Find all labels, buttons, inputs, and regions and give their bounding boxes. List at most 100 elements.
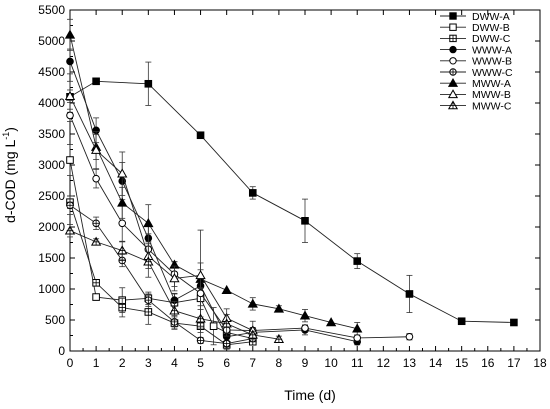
legend-label-www-b: WWW-B — [472, 56, 512, 68]
y-tick-label: 1500 — [38, 251, 65, 265]
x-tick-label: 15 — [455, 356, 469, 370]
legend-item-mww-a: MWW-A — [440, 77, 511, 90]
legend-label-dww-b: DWW-B — [472, 22, 510, 34]
legend-label-mww-a: MWW-A — [472, 78, 511, 90]
y-axis-title-close: ) — [2, 127, 18, 132]
data-point-mww-b — [90, 144, 102, 154]
series-mww-b — [64, 89, 258, 341]
data-point-dww-a — [510, 318, 518, 327]
data-point-mww-b — [117, 168, 128, 178]
x-tick-label: 4 — [171, 356, 178, 370]
data-point-dww-a — [405, 290, 414, 298]
legend-marker-dww-b — [449, 23, 457, 31]
data-point-mww-a — [325, 317, 337, 327]
data-point-dww-a — [144, 79, 153, 88]
x-tick-label: 13 — [403, 356, 417, 370]
x-axis-title: Time (d) — [284, 387, 336, 403]
legend-item-dww-a: DWW-A — [440, 11, 510, 23]
data-point-mww-a — [221, 284, 232, 295]
legend: DWW-ADWW-BDWW-CWWW-AWWW-BWWW-CMWW-AMWW-B… — [440, 11, 513, 112]
series-dww-a — [66, 61, 518, 327]
y-axis-title-main: d-COD (mg L — [2, 140, 18, 223]
data-point-www-b — [353, 334, 362, 342]
data-point-www-b — [92, 174, 100, 183]
legend-item-dww-c: DWW-C — [440, 33, 511, 45]
x-tick-label: 9 — [302, 356, 309, 370]
y-tick-label: 5500 — [38, 3, 65, 17]
data-point-www-b — [301, 324, 309, 332]
series-line-dww-a — [69, 80, 514, 323]
data-point-dww-a — [301, 217, 309, 225]
legend-item-www-a: WWW-A — [440, 44, 512, 56]
data-point-www-b — [66, 111, 74, 120]
legend-label-www-a: WWW-A — [472, 44, 512, 56]
y-tick-label: 3000 — [38, 158, 65, 172]
data-point-mww-a — [352, 323, 363, 333]
y-axis-title: d-COD (mg L-1) — [1, 127, 18, 223]
data-point-dww-a — [457, 317, 466, 326]
data-point-mww-b — [64, 90, 76, 100]
legend-item-mww-c: MWW-C — [440, 100, 512, 112]
series-line-dww-c — [69, 202, 253, 346]
data-point-mww-a — [247, 298, 258, 308]
x-tick-label: 5 — [197, 356, 204, 370]
series-line-mww-a — [69, 34, 358, 330]
y-tick-label: 0 — [58, 344, 65, 358]
data-point-dww-a — [92, 77, 100, 86]
legend-marker-www-b — [449, 57, 457, 65]
plot-frame — [69, 9, 541, 352]
x-tick-label: 18 — [533, 356, 547, 370]
data-point-dww-a — [248, 189, 257, 197]
legend-item-www-c: WWW-C — [440, 67, 513, 79]
legend-marker-mww-b — [447, 89, 459, 99]
data-point-mww-b — [195, 270, 206, 280]
y-tick-label: 2000 — [38, 220, 65, 234]
x-tick-label: 10 — [324, 356, 338, 370]
legend-item-dww-b: DWW-B — [440, 22, 510, 34]
y-tick-label: 500 — [45, 313, 65, 327]
x-tick-label: 3 — [145, 356, 152, 370]
legend-label-dww-a: DWW-A — [472, 11, 510, 23]
x-tick-label: 7 — [249, 356, 256, 370]
data-point-www-b — [118, 219, 127, 228]
x-tick-label: 1 — [93, 356, 100, 370]
series-line-mww-b — [69, 95, 253, 331]
x-tick-label: 12 — [377, 356, 391, 370]
series-mww-c — [64, 224, 285, 344]
data-point-dww-a — [353, 257, 362, 265]
x-tick-label: 11 — [351, 356, 364, 370]
y-tick-label: 4000 — [38, 96, 65, 110]
legend-label-mww-b: MWW-B — [472, 89, 511, 101]
data-point-www-b — [405, 332, 414, 341]
series-line-www-a — [69, 61, 358, 343]
y-tick-label: 1000 — [38, 282, 65, 296]
y-tick-label: 3500 — [38, 127, 65, 141]
data-point-dww-a — [196, 131, 205, 140]
y-tick-label: 4500 — [38, 65, 65, 79]
axes: 0 1 2 3 4 5 6 7 8 9 10 11 12 13 14 15 16 17 18050010001500… — [38, 3, 547, 370]
data-point-mww-a — [64, 29, 76, 39]
legend-label-dww-c: DWW-C — [472, 33, 511, 45]
series-mww-a — [64, 18, 363, 336]
data-point-mww-a — [273, 303, 285, 313]
data-point-www-b — [196, 289, 205, 298]
y-tick-label: 5000 — [38, 34, 65, 48]
series-line-www-c — [69, 204, 253, 345]
data-point-mww-a — [117, 197, 128, 207]
data-point-mww-a — [299, 310, 311, 320]
data-point-dww-b — [209, 322, 218, 330]
series-www-a — [66, 48, 362, 350]
x-tick-label: 6 — [223, 356, 230, 370]
legend-item-www-b: WWW-B — [440, 56, 512, 68]
legend-label-mww-c: MWW-C — [472, 100, 512, 112]
data-point-dww-b — [66, 156, 74, 164]
data-point-www-a — [66, 57, 74, 66]
x-tick-label: 14 — [429, 356, 443, 370]
x-tick-label: 8 — [276, 356, 283, 370]
x-tick-label: 16 — [481, 356, 495, 370]
legend-marker-mww-a — [447, 77, 459, 87]
x-tick-label: 17 — [507, 356, 521, 370]
data-point-dww-b — [92, 293, 100, 301]
legend-item-mww-b: MWW-B — [440, 89, 511, 101]
